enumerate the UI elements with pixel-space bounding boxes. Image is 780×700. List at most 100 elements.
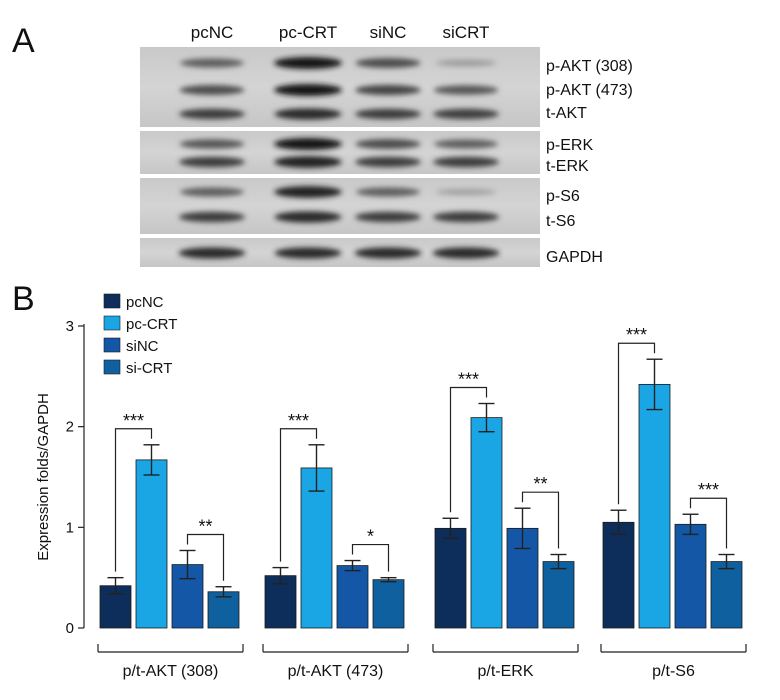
bar	[602, 521, 635, 629]
significance-bracket	[521, 491, 560, 549]
blot-band	[274, 186, 342, 198]
lane-label: pcNC	[191, 23, 234, 42]
bars	[99, 383, 743, 629]
blot-band	[355, 108, 421, 120]
bar	[300, 467, 333, 629]
blot-strip	[140, 131, 540, 174]
lane-label: siNC	[370, 23, 407, 42]
significance-label: ***	[123, 411, 144, 431]
blot-band	[179, 108, 245, 120]
blot-band	[355, 84, 421, 96]
blot-band	[433, 108, 499, 120]
blot-band	[433, 85, 499, 95]
significance-label: **	[533, 474, 547, 494]
bar	[674, 523, 707, 629]
blot-band	[180, 58, 244, 68]
blot-band	[434, 139, 498, 149]
legend-swatch	[103, 359, 121, 375]
blot-band	[274, 84, 342, 96]
lane-label: siCRT	[443, 23, 490, 42]
blot-band	[274, 211, 342, 223]
blot-band	[354, 247, 422, 259]
lane-labels: pcNC pc-CRT siNC siCRT	[191, 23, 490, 42]
blot-band	[355, 211, 421, 223]
legend-swatch	[103, 337, 121, 353]
significance-bracket	[689, 497, 728, 549]
significance-label: ***	[698, 480, 719, 500]
bar	[434, 527, 467, 629]
bar	[638, 383, 671, 629]
x-tick-label: p/t-AKT (473)	[288, 663, 384, 680]
blot-band	[356, 187, 420, 197]
blot-band	[178, 247, 246, 259]
x-tick-label: p/t-AKT (308)	[123, 663, 219, 680]
bar	[372, 579, 405, 629]
x-tick-label: p/t-S6	[652, 663, 695, 680]
band-label: t-ERK	[546, 158, 589, 175]
blot-band	[355, 139, 421, 149]
significance-bracket	[114, 428, 153, 572]
significance-bracket	[449, 386, 488, 513]
blot-band	[274, 156, 342, 168]
significance-label: ***	[288, 411, 309, 431]
y-tick-label: 0	[66, 620, 74, 637]
blot-band	[179, 211, 245, 223]
legend-entry: si-CRT	[126, 360, 172, 377]
blot-band	[180, 187, 244, 197]
bar	[470, 417, 503, 629]
y-axis: 0 1 2 3	[66, 318, 85, 637]
blot-band	[179, 85, 245, 95]
legend-swatch	[103, 293, 121, 309]
blot-band	[179, 139, 245, 149]
band-labels: p-AKT (308) p-AKT (473) t-AKT p-ERK t-ERK p-S…	[546, 58, 633, 266]
legend-entry: pc-CRT	[126, 316, 177, 333]
blot-band	[433, 156, 499, 168]
significance-label: **	[198, 516, 212, 536]
band-label: p-ERK	[546, 137, 593, 154]
band-label: p-AKT (473)	[546, 82, 633, 99]
blot-band	[433, 211, 499, 223]
bar	[336, 565, 369, 629]
legend-entry: pcNC	[126, 294, 164, 311]
blot-band	[435, 59, 497, 67]
legend-swatch	[103, 315, 121, 331]
western-blot	[140, 47, 540, 267]
error-bars	[107, 358, 735, 598]
significance-bracket	[617, 342, 656, 505]
significance-label: *	[367, 527, 374, 547]
bar	[207, 591, 240, 629]
significance-bracket	[279, 428, 318, 562]
panel-b-label: B	[12, 280, 35, 318]
bar	[542, 561, 575, 629]
blot-band	[435, 188, 497, 196]
blot-band	[432, 247, 500, 259]
bar	[135, 459, 168, 629]
y-axis-label: Expression folds/GAPDH	[35, 393, 52, 561]
band-label: t-S6	[546, 213, 575, 230]
blot-band	[274, 247, 342, 259]
blot-band	[179, 156, 245, 168]
blot-band	[355, 156, 421, 168]
significance-label: ***	[626, 325, 647, 345]
significance-bracket	[186, 533, 225, 581]
bar	[710, 561, 743, 629]
blot-band	[274, 138, 342, 150]
significance-brackets: ********************	[114, 325, 728, 581]
y-tick-label: 3	[66, 318, 74, 335]
band-label: p-AKT (308)	[546, 58, 633, 75]
band-label: GAPDH	[546, 249, 603, 266]
band-label: t-AKT	[546, 105, 587, 122]
panel-a-label: A	[12, 22, 35, 60]
legend: pcNC pc-CRT siNC si-CRT	[103, 293, 177, 377]
legend-entry: siNC	[126, 338, 159, 355]
y-tick-label: 2	[66, 419, 74, 436]
y-tick-label: 1	[66, 519, 74, 536]
significance-bracket	[351, 543, 390, 572]
x-tick-label: p/t-ERK	[477, 663, 533, 680]
blot-strip	[140, 178, 540, 234]
band-label: p-S6	[546, 188, 580, 205]
x-axis: p/t-AKT (308) p/t-AKT (473) p/t-ERK p/t-S6	[97, 644, 747, 680]
blot-band	[274, 108, 342, 120]
